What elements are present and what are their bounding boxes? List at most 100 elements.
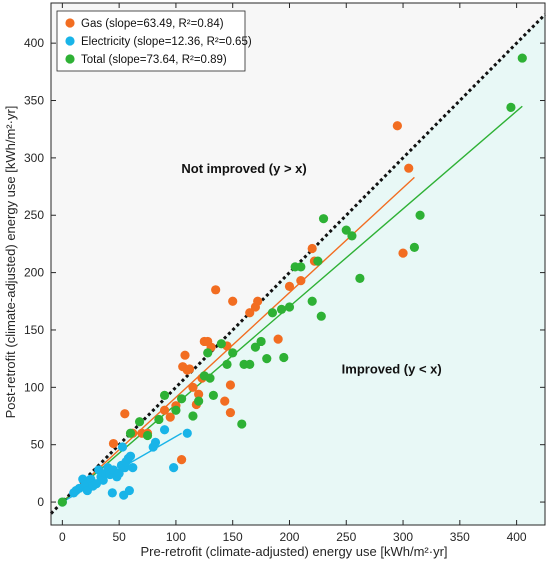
point-gas <box>225 407 236 418</box>
point-gas <box>273 334 283 344</box>
y-axis-label: Post-retrofit (climate-adjusted) energy … <box>3 106 18 419</box>
point-gas <box>176 455 187 465</box>
point-total <box>222 359 232 369</box>
point-total <box>313 256 323 266</box>
legend-label-electricity: Electricity (slope=12.36, R²=0.65) <box>81 36 252 48</box>
point-total <box>318 214 329 224</box>
point-total <box>284 302 295 312</box>
x-axis-label: Pre-retrofit (climate-adjusted) energy u… <box>140 544 447 559</box>
point-total <box>176 394 187 404</box>
x-tick-label: 400 <box>507 530 527 544</box>
point-gas <box>404 163 414 173</box>
point-electricity <box>128 463 138 473</box>
point-total <box>57 497 67 507</box>
point-gas <box>220 396 230 406</box>
y-tick-label: 400 <box>24 36 44 50</box>
x-tick-label: 150 <box>223 530 243 544</box>
point-total <box>228 348 238 358</box>
point-total <box>279 352 289 363</box>
point-total <box>203 348 213 358</box>
point-total <box>415 210 425 220</box>
point-total <box>341 225 351 235</box>
point-gas <box>194 389 204 399</box>
y-tick-label: 50 <box>31 438 45 452</box>
point-electricity <box>182 428 192 438</box>
point-gas <box>225 380 236 390</box>
y-tick-label: 250 <box>24 208 44 222</box>
plot-frame <box>50 2 546 526</box>
point-total <box>188 411 198 421</box>
legend-label-total: Total (slope=73.64, R²=0.89) <box>81 54 227 66</box>
point-electricity <box>117 442 128 452</box>
point-total <box>194 396 204 406</box>
point-electricity <box>124 485 134 496</box>
point-gas <box>211 285 221 295</box>
legend-marker-electricity <box>65 36 75 46</box>
point-total <box>216 339 226 349</box>
point-gas <box>120 409 130 419</box>
point-gas <box>253 296 263 306</box>
point-total <box>154 414 164 425</box>
point-electricity <box>114 468 124 478</box>
x-tick-label: 0 <box>59 530 66 544</box>
point-total <box>208 390 218 400</box>
x-tick-label: 250 <box>336 530 356 544</box>
y-tick-label: 100 <box>24 380 44 394</box>
point-total <box>307 296 317 306</box>
y-tick-label: 200 <box>24 266 44 280</box>
x-tick-label: 350 <box>450 530 470 544</box>
point-gas <box>228 296 238 306</box>
point-total <box>506 102 516 112</box>
point-gas <box>296 276 306 286</box>
legend-marker-total <box>65 54 75 64</box>
point-total <box>517 53 527 63</box>
point-total <box>205 373 215 383</box>
point-gas <box>307 243 317 254</box>
point-total <box>159 390 170 400</box>
point-gas <box>284 281 295 291</box>
y-tick-label: 150 <box>24 323 44 337</box>
point-total <box>296 262 306 272</box>
y-tick-label: 350 <box>24 94 44 108</box>
point-total <box>125 428 136 438</box>
point-total <box>245 359 255 369</box>
point-electricity <box>107 488 117 498</box>
point-total <box>142 430 153 441</box>
point-gas <box>188 382 198 392</box>
point-gas <box>108 438 119 449</box>
x-tick-label: 50 <box>112 530 126 544</box>
point-gas <box>180 350 190 360</box>
point-total <box>316 311 326 321</box>
point-total <box>355 273 365 283</box>
point-total <box>171 405 181 415</box>
point-gas <box>245 308 255 318</box>
point-total <box>409 242 420 252</box>
series-total <box>57 53 527 507</box>
x-tick-label: 300 <box>393 530 413 544</box>
point-gas <box>165 412 175 422</box>
point-total <box>237 419 247 429</box>
point-electricity <box>125 451 136 461</box>
y-tick-label: 0 <box>37 495 44 509</box>
x-tick-label: 200 <box>279 530 299 544</box>
annotation-not-improved: Not improved (y > x) <box>181 161 306 176</box>
point-total <box>267 308 278 318</box>
point-gas <box>159 405 170 415</box>
point-total <box>256 336 266 347</box>
x-tick-label: 100 <box>166 530 186 544</box>
point-electricity <box>159 425 170 435</box>
legend-marker-gas <box>65 18 75 28</box>
legend-box <box>56 10 246 72</box>
point-total <box>250 342 261 352</box>
point-electricity <box>150 437 161 447</box>
legend-label-gas: Gas (slope=63.49, R²=0.84) <box>81 18 224 30</box>
point-gas <box>184 364 195 374</box>
point-electricity <box>91 479 102 489</box>
point-total <box>262 354 272 364</box>
point-total <box>276 304 287 314</box>
point-gas <box>392 121 402 131</box>
annotation-improved: Improved (y < x) <box>342 362 442 377</box>
point-total <box>134 417 145 427</box>
